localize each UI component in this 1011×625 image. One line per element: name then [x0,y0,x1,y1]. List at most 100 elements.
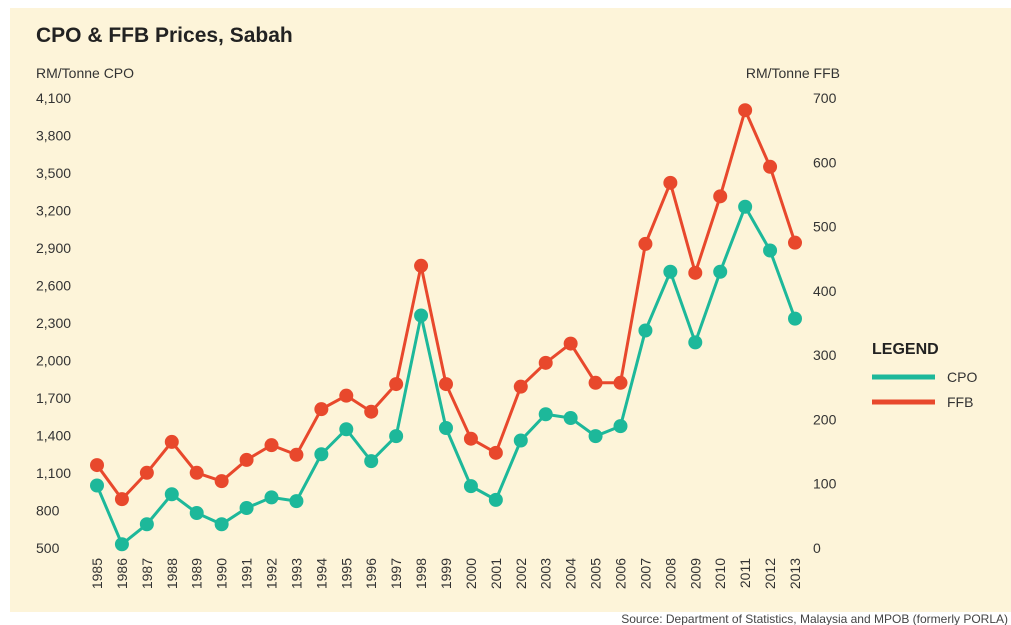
x-tick-label: 2006 [613,558,629,589]
data-point [114,492,129,507]
data-point [339,388,354,403]
data-point [414,258,429,273]
y-axis-label: RM/Tonne CPO [36,65,134,81]
x-tick-label: 1991 [239,558,255,589]
data-point [788,235,802,250]
data-point [139,465,154,480]
data-point [264,490,279,505]
y-tick-label: 2,900 [36,240,71,256]
data-point [513,433,528,448]
x-tick-label: 2009 [687,558,703,589]
x-tick-label: 2001 [488,558,504,589]
data-point [763,159,778,174]
y2-tick-label: 600 [813,154,837,170]
y2-tick-label: 100 [813,476,837,492]
y-tick-label: 2,300 [36,315,71,331]
x-tick-label: 1997 [388,558,404,589]
data-point [314,447,329,462]
x-tick-label: 1985 [89,558,105,589]
data-point [563,411,578,425]
data-point [239,501,254,515]
y2-tick-label: 0 [813,540,821,556]
data-point [114,537,129,552]
y2-tick-label: 300 [813,347,837,363]
legend-label: CPO [947,369,977,385]
x-tick-label: 1992 [264,558,280,589]
data-point [239,452,254,467]
data-point [364,404,379,419]
x-tick-label: 2004 [563,558,579,589]
data-point [713,264,728,279]
x-tick-label: 1994 [313,558,329,589]
x-tick-label: 1989 [189,558,205,589]
y2-axis-label: RM/Tonne FFB [746,65,840,81]
legend-title: LEGEND [872,341,939,358]
data-point [688,335,703,350]
data-point [763,243,778,258]
data-point [139,517,154,532]
data-point [488,445,503,460]
data-point [414,308,429,323]
y-tick-label: 3,500 [36,165,71,181]
x-tick-label: 2008 [662,558,678,589]
data-point [463,431,478,446]
x-tick-label: 2002 [513,558,529,589]
x-tick-label: 2005 [588,558,604,589]
data-point [439,377,453,392]
data-point [538,355,553,370]
x-tick-label: 2003 [538,558,554,589]
legend-label: FFB [947,394,973,410]
x-tick-label: 2007 [637,558,653,589]
source: Source: Department of Statistics, Malays… [621,612,1008,625]
data-point [738,103,753,118]
data-point [663,264,678,279]
data-point [214,474,229,489]
y2-tick-label: 500 [813,219,837,235]
data-point [339,422,354,437]
x-tick-label: 2000 [463,558,479,589]
x-tick-label: 2011 [737,558,753,588]
data-point [788,311,802,326]
data-point [90,478,104,493]
x-tick-label: 1990 [214,558,230,589]
y-tick-label: 1,400 [36,428,71,444]
y-tick-label: 4,100 [36,90,71,106]
x-tick-label: 2013 [787,558,803,589]
y-tick-label: 800 [36,503,60,519]
data-point [613,375,628,390]
data-point [513,379,528,394]
data-point [164,434,179,449]
y2-tick-label: 200 [813,411,837,427]
data-point [463,479,478,494]
y-tick-label: 3,200 [36,203,71,219]
y-tick-label: 2,600 [36,278,71,294]
data-point [289,447,304,462]
y-tick-label: 1,700 [36,390,71,406]
y2-tick-label: 400 [813,283,837,299]
data-point [563,336,578,351]
data-point [389,429,404,444]
x-tick-label: 1995 [338,558,354,589]
x-tick-label: 1993 [288,558,304,589]
data-point [189,506,204,520]
x-tick-label: 2012 [762,558,778,589]
y-tick-label: 3,800 [36,128,71,144]
data-point [538,407,553,422]
data-point [663,175,678,190]
data-point [439,421,453,435]
data-point [638,236,653,251]
data-point [688,265,703,280]
background [10,8,1011,612]
data-point [588,429,603,444]
data-point [713,189,728,204]
data-point [588,375,603,390]
data-point [613,419,628,434]
data-point [488,492,503,507]
x-tick-label: 1996 [363,558,379,589]
y-tick-label: 1,100 [36,465,71,481]
data-point [90,458,104,473]
data-point [264,438,279,453]
y-tick-label: 2,000 [36,353,71,369]
data-point [289,494,304,509]
